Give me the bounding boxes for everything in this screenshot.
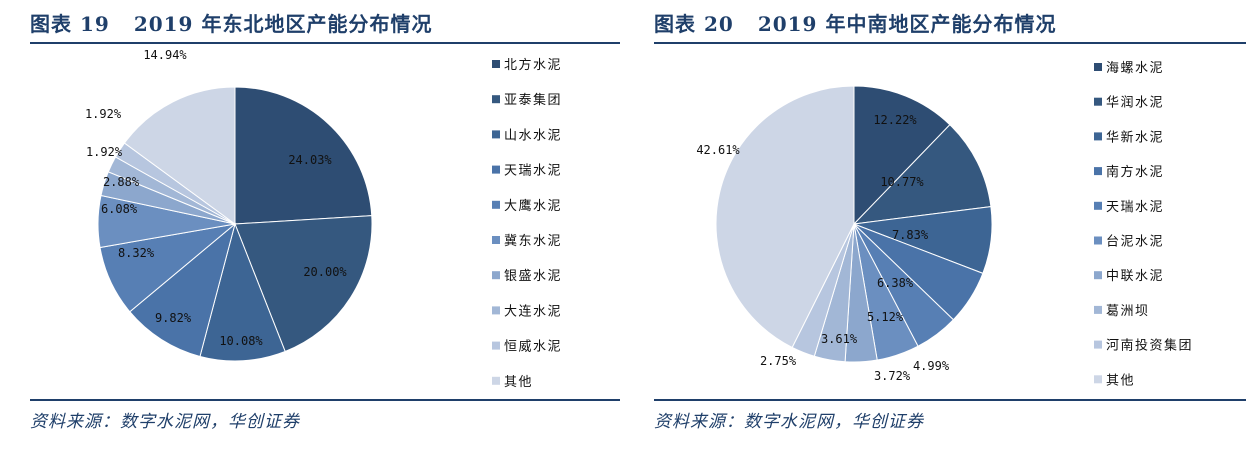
legend-label: 大连水泥 [504, 303, 562, 319]
data-label: 5.12% [867, 310, 904, 324]
legend-swatch [492, 376, 500, 385]
source-note: 资料来源：数字水泥网，华创证券 [654, 412, 924, 432]
legend-label: 北方水泥 [504, 57, 562, 73]
source-rule [654, 399, 1246, 401]
figure-prefix: 图表 [30, 12, 72, 36]
legend-label: 中联水泥 [1106, 269, 1164, 284]
legend-label: 天瑞水泥 [1106, 200, 1164, 215]
legend-label: 其他 [1106, 373, 1135, 388]
source-note: 资料来源：数字水泥网，华创证券 [30, 412, 300, 432]
legend-swatch [492, 271, 500, 280]
chart-panel-central-south: 图表 20 2019 年中南地区产能分布情况 12.22% 10.77% 7.83% 6… [624, 0, 1249, 450]
legend-swatch [492, 200, 500, 209]
data-label: 20.00% [303, 265, 347, 279]
legend-swatch [492, 306, 500, 315]
legend-swatch [1094, 97, 1102, 106]
legend-label: 亚泰集团 [504, 92, 562, 108]
title-rule [654, 42, 1246, 44]
figure-title-text: 2019 年东北地区产能分布情况 [133, 12, 433, 36]
legend-swatch [1094, 132, 1102, 141]
data-label: 12.22% [873, 113, 917, 127]
legend-label: 冀东水泥 [504, 233, 562, 249]
data-label: 3.61% [821, 332, 858, 346]
legend-swatch [492, 236, 500, 244]
legend-swatch [1094, 167, 1102, 176]
legend-label: 银盛水泥 [504, 269, 562, 284]
legend-label: 华新水泥 [1106, 129, 1164, 145]
legend-label: 其他 [504, 375, 533, 390]
pie-slice [234, 86, 373, 225]
data-label: 2.75% [760, 354, 797, 368]
data-label: 6.38% [877, 276, 914, 290]
legend-label: 山水水泥 [504, 128, 562, 143]
figure-title: 图表 20 2019 年中南地区产能分布情况 [654, 8, 1056, 37]
legend-label: 大鹰水泥 [504, 198, 562, 214]
legend-label: 华润水泥 [1106, 96, 1164, 111]
legend-label: 葛洲坝 [1106, 304, 1150, 319]
legend-swatch [492, 341, 500, 350]
legend-swatch [492, 95, 500, 104]
chart-panel-northeast: 图表 19 2019 年东北地区产能分布情况 24.03% 20.00% 10.08%… [0, 0, 624, 450]
data-label: 42.61% [696, 143, 740, 157]
legend-label: 天瑞水泥 [504, 164, 562, 179]
data-label: 9.82% [155, 311, 192, 325]
pie-slice [199, 222, 286, 362]
legend-swatch [492, 60, 500, 68]
legend-swatch [1094, 201, 1102, 210]
figure-title: 图表 19 2019 年东北地区产能分布情况 [30, 8, 432, 37]
source-rule [30, 399, 620, 401]
legend-swatch [492, 165, 500, 174]
pie-slice [123, 86, 236, 225]
legend-label: 南方水泥 [1106, 164, 1164, 180]
pie-chart-central-south: 12.22% 10.77% 7.83% 6.38% 5.12% 4.99%3.72% 3.6… [696, 61, 1193, 388]
figure-number: 19 [79, 12, 110, 36]
pie-chart-northeast: 24.03% 20.00% 10.08% 9.82% 8.32% 6.08% 2.88% 1.… [85, 48, 562, 390]
data-label: 8.32% [118, 246, 155, 260]
pie-slice [715, 85, 855, 349]
figure-number: 20 [703, 12, 734, 36]
pie-slice [853, 85, 951, 226]
figure-prefix: 图表 [654, 12, 696, 36]
legend-label: 河南投资集团 [1106, 338, 1193, 354]
figure-title-text: 2019 年中南地区产能分布情况 [757, 12, 1057, 36]
pie-slice [129, 222, 236, 358]
legend-swatch [1094, 63, 1102, 71]
legend-swatch [1094, 271, 1102, 280]
pie-slice [234, 215, 373, 353]
data-label: 10.08% [219, 334, 263, 348]
legend-label: 恒威水泥 [504, 340, 562, 355]
title-rule [30, 42, 620, 44]
data-label: 3.72% [874, 369, 911, 383]
legend-swatch [1094, 375, 1102, 384]
legend-swatch [1094, 305, 1102, 314]
data-label: 2.88% [103, 175, 140, 189]
data-label: 14.94% [143, 48, 187, 62]
data-label: 4.99% [913, 359, 950, 373]
data-label: 24.03% [288, 153, 332, 167]
data-label: 1.92% [85, 107, 122, 121]
data-label: 6.08% [101, 202, 138, 216]
legend-swatch [492, 130, 500, 139]
legend-swatch [1094, 340, 1102, 349]
legend-swatch [1094, 236, 1102, 245]
data-label: 7.83% [892, 228, 929, 242]
legend-label: 台泥水泥 [1106, 235, 1164, 250]
data-label: 1.92% [86, 145, 123, 159]
legend-label: 海螺水泥 [1106, 61, 1164, 76]
pie-slice [852, 124, 992, 225]
data-label: 10.77% [880, 175, 924, 189]
